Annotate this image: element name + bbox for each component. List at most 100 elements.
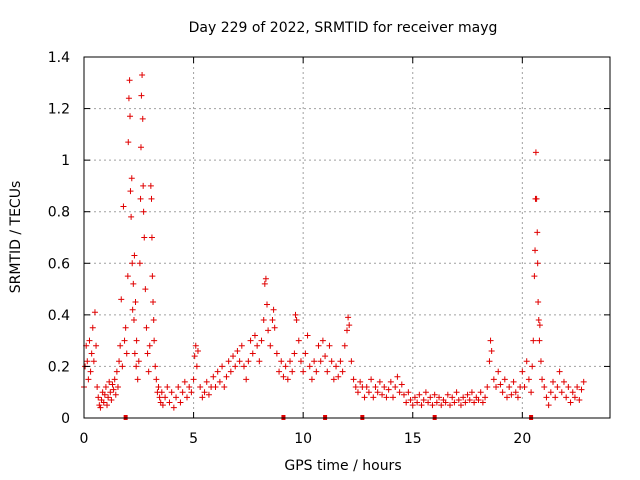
data-point (278, 358, 285, 365)
data-point (479, 399, 486, 406)
data-point (411, 394, 418, 401)
x-tick-label: 0 (80, 431, 89, 447)
data-point (357, 378, 364, 385)
data-point (262, 275, 269, 282)
data-point (108, 396, 115, 403)
data-point (409, 402, 416, 409)
data-point (273, 350, 280, 357)
data-point (429, 402, 436, 409)
data-point (230, 353, 237, 360)
data-point (166, 399, 173, 406)
y-tick-label: 1.4 (48, 50, 70, 66)
data-point (184, 394, 191, 401)
data-point (106, 378, 113, 385)
data-point (499, 389, 506, 396)
data-point (477, 389, 484, 396)
data-point (247, 337, 254, 344)
data-point (405, 389, 412, 396)
data-point (225, 358, 232, 365)
data-point (387, 378, 394, 385)
data-point (536, 322, 543, 329)
data-point (337, 358, 344, 365)
data-point (433, 399, 440, 406)
data-point (245, 358, 252, 365)
data-point (258, 337, 265, 344)
data-point (576, 396, 583, 403)
data-point (148, 195, 155, 202)
data-point (554, 384, 561, 391)
data-point (125, 95, 132, 102)
data-point (140, 208, 147, 215)
data-point (265, 327, 272, 334)
data-point (484, 384, 491, 391)
data-point (119, 363, 126, 370)
data-point (147, 182, 154, 189)
data-point (556, 368, 563, 375)
data-point (201, 389, 208, 396)
data-point (333, 363, 340, 370)
data-point (276, 368, 283, 375)
data-point (152, 363, 159, 370)
data-point (84, 358, 91, 365)
data-point (444, 391, 451, 398)
data-point (199, 394, 206, 401)
data-point (227, 368, 234, 375)
data-series (81, 72, 587, 411)
data-point (372, 384, 379, 391)
data-point (346, 322, 353, 329)
data-point (354, 389, 361, 396)
data-point (493, 384, 500, 391)
data-point (192, 342, 199, 349)
x-tick-label: 5 (189, 431, 198, 447)
data-point (315, 342, 322, 349)
data-point (232, 363, 239, 370)
data-point (179, 389, 186, 396)
x-tick-label: 15 (404, 431, 422, 447)
plot-frame (83, 56, 611, 419)
data-point (552, 394, 559, 401)
data-point (523, 358, 530, 365)
x-axis-label: GPS time / hours (284, 458, 401, 474)
data-point (533, 195, 540, 202)
data-point (534, 229, 541, 236)
data-point (236, 358, 243, 365)
data-point (392, 384, 399, 391)
data-point (118, 296, 125, 303)
data-point (521, 384, 528, 391)
data-point (308, 376, 315, 383)
data-point (117, 342, 124, 349)
data-point (111, 376, 118, 383)
data-point (530, 337, 537, 344)
data-point (466, 396, 473, 403)
data-point (361, 394, 368, 401)
x-tick-label: 10 (294, 431, 312, 447)
data-point (449, 394, 456, 401)
data-point (216, 378, 223, 385)
data-point (407, 396, 414, 403)
data-point (376, 378, 383, 385)
data-point (292, 311, 299, 318)
data-point (137, 144, 144, 151)
data-point (130, 280, 137, 287)
data-point (114, 384, 121, 391)
data-point (89, 324, 96, 331)
data-point (112, 391, 119, 398)
data-point (326, 342, 333, 349)
data-point (124, 273, 131, 280)
data-point (181, 378, 188, 385)
data-point (194, 347, 201, 354)
y-tick-label: 0.6 (48, 256, 70, 272)
data-point (438, 402, 445, 409)
data-point (186, 384, 193, 391)
data-point (205, 391, 212, 398)
data-point (519, 368, 526, 375)
data-point (193, 363, 200, 370)
data-point (501, 376, 508, 383)
data-point (571, 394, 578, 401)
data-point (291, 350, 298, 357)
data-point (102, 384, 109, 391)
data-point (149, 273, 156, 280)
data-point (532, 149, 539, 156)
data-point (512, 389, 519, 396)
data-point (455, 396, 462, 403)
